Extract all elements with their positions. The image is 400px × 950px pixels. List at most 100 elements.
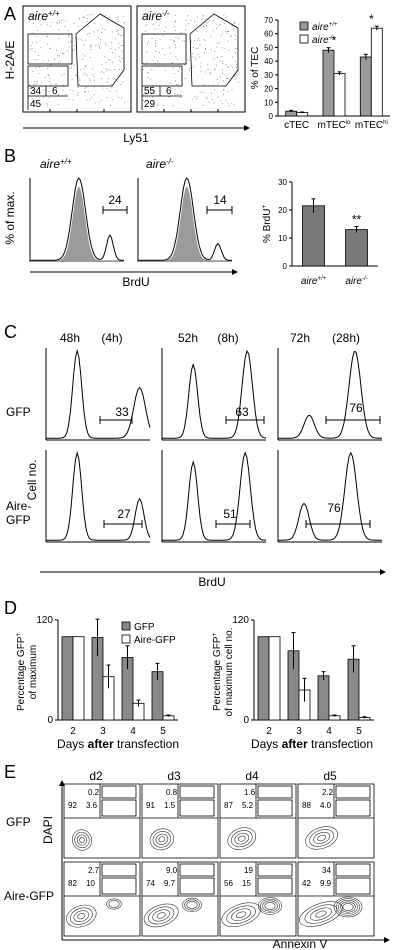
dot [75, 75, 76, 76]
category-label: 5 [160, 726, 166, 737]
dot [120, 45, 122, 46]
dot [200, 70, 202, 72]
dot [185, 25, 187, 26]
dot [120, 84, 122, 85]
dot [29, 21, 31, 23]
dot [110, 84, 112, 86]
dot [30, 88, 32, 89]
dot [77, 86, 78, 88]
contour-line [304, 904, 338, 924]
dot [67, 36, 69, 38]
dot [42, 89, 44, 91]
dot [233, 104, 235, 106]
dot [79, 78, 81, 80]
dot [162, 48, 164, 50]
gate-box [257, 863, 293, 877]
dot [60, 60, 62, 62]
panel-label-b: B [4, 146, 16, 166]
a-dotplot-ko: aire-/- 55 6 29 [136, 5, 246, 113]
contour-line [73, 910, 90, 922]
dot [64, 26, 66, 27]
dot [203, 84, 204, 86]
dot [216, 23, 218, 25]
dot [112, 99, 114, 101]
contour-line [143, 903, 179, 928]
dot [205, 18, 207, 20]
c-x-axis-label: BrdU [198, 575, 225, 589]
gate-box [101, 863, 137, 877]
contour-line [221, 902, 261, 928]
dot [73, 22, 75, 24]
dot [120, 61, 121, 63]
dot [203, 39, 205, 41]
dot [70, 41, 72, 43]
dot [189, 68, 191, 70]
y-tick-label: 0 [283, 262, 288, 271]
a-gate-value: 34 [30, 86, 42, 97]
contour-line [69, 907, 93, 925]
contour-line [313, 831, 331, 844]
dot [111, 87, 113, 89]
category-label: cTEC [284, 120, 309, 131]
dot [175, 56, 177, 57]
dot [220, 100, 222, 101]
dot [153, 101, 155, 102]
bar [322, 49, 335, 117]
quadrant-value: 5.2 [242, 801, 254, 810]
dot [192, 56, 194, 58]
category-label: 3 [100, 726, 106, 737]
dot [155, 45, 157, 47]
dot [44, 76, 46, 78]
dot [65, 94, 66, 95]
dot [152, 96, 153, 98]
a-gate-mtec-lo [27, 65, 69, 87]
dot [156, 103, 158, 105]
dot [69, 67, 71, 69]
dot [164, 70, 166, 72]
dot [83, 44, 85, 46]
dot [110, 69, 112, 71]
dot [157, 105, 159, 107]
contour-line [76, 834, 88, 846]
dot [205, 96, 207, 98]
dot [168, 96, 170, 98]
dot [173, 25, 175, 27]
dot [169, 47, 171, 49]
dot [204, 40, 206, 42]
dot [61, 74, 63, 76]
dot [71, 78, 73, 80]
quadrant-value: 2.7 [88, 866, 100, 875]
dot [46, 103, 48, 105]
dot [85, 39, 87, 41]
dot [222, 72, 224, 74]
c-col-pulse: (28h) [332, 331, 360, 345]
dot [238, 81, 239, 83]
dot [49, 77, 51, 79]
dot [67, 61, 69, 63]
dot [43, 96, 45, 98]
dot [82, 59, 84, 61]
dot [74, 40, 76, 42]
dot [120, 69, 122, 70]
dot [174, 44, 176, 46]
quadrant-value: 19 [244, 866, 253, 875]
c-gate-value: 76 [349, 401, 363, 415]
dot [199, 44, 201, 46]
dot [124, 102, 125, 103]
dot [33, 101, 35, 103]
dot [170, 82, 172, 84]
dot [238, 70, 240, 72]
dot [114, 48, 116, 50]
quadrant-value: 91 [146, 801, 155, 810]
dot [217, 42, 219, 44]
a-gate-ctec [75, 13, 125, 87]
gate-box [257, 799, 293, 817]
dot [203, 52, 205, 54]
legend-label: GFP [134, 622, 155, 633]
dot [118, 55, 120, 57]
dot [77, 25, 79, 27]
plot-frame [141, 861, 219, 937]
dot [71, 67, 73, 69]
dot [148, 40, 150, 42]
dot [118, 42, 120, 44]
